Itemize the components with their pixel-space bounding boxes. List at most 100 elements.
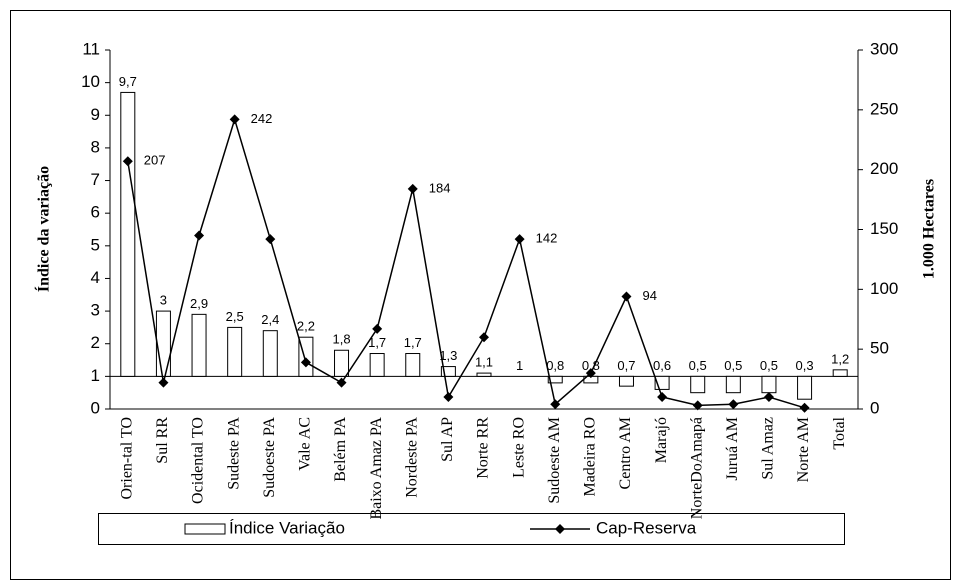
bar <box>227 326 243 377</box>
bar-value-label: 0,7 <box>617 358 635 373</box>
x-tick-label: Vale AC <box>297 417 314 471</box>
bar <box>725 375 741 394</box>
x-tick-label: NorteDoAmapá <box>688 417 705 519</box>
bar-value-label: 1,2 <box>831 351 849 366</box>
x-tick-label: Centro AM <box>617 417 634 489</box>
bar-value-label: 1,7 <box>404 335 422 350</box>
y-tick-label: 1 <box>91 366 100 385</box>
marker <box>194 230 205 241</box>
bar-value-label: 0,8 <box>582 358 600 373</box>
y-tick-label: 8 <box>91 137 100 156</box>
bar-value-label: 1,7 <box>368 335 386 350</box>
marker <box>300 357 311 368</box>
line-value-label: 94 <box>642 288 656 303</box>
bar <box>797 375 813 400</box>
marker <box>265 234 276 245</box>
bar-value-label: 0,8 <box>546 358 564 373</box>
bar <box>405 353 421 377</box>
marker <box>763 392 774 403</box>
y2-axis-title: 1.000 Hectares <box>921 179 938 279</box>
line-value-label: 142 <box>536 231 558 246</box>
x-tick-label: Marajó <box>653 417 670 463</box>
x-tick-label: Nordeste PA <box>403 417 420 498</box>
bar <box>155 310 171 377</box>
x-tick-label: Total <box>831 416 848 449</box>
x-tick-label: Norte AM <box>795 417 812 482</box>
bar <box>690 375 706 394</box>
bar-value-label: 0,3 <box>796 358 814 373</box>
y-tick-label: 5 <box>91 235 100 254</box>
legend-label: Índice Variação <box>229 518 345 537</box>
x-tick-label: Juruá AM <box>724 417 741 481</box>
legend-box <box>98 513 845 545</box>
marker <box>443 392 454 403</box>
bar-value-label: 2,2 <box>297 319 315 334</box>
x-tick-label: Sudoeste AM <box>546 417 563 504</box>
marker <box>229 114 240 125</box>
x-tick-label: Madeira RO <box>582 417 599 497</box>
bar <box>298 336 314 377</box>
y-tick-label: 4 <box>91 268 100 287</box>
marker <box>799 402 810 413</box>
bar-value-label: 1,3 <box>439 348 457 363</box>
legend-label: Cap-Reserva <box>596 518 697 537</box>
y-tick-label: 2 <box>91 333 100 352</box>
marker <box>621 291 632 302</box>
legend-marker <box>555 524 565 534</box>
bar <box>191 313 207 377</box>
bar <box>440 366 456 377</box>
y2-tick-label: 150 <box>870 219 898 238</box>
marker <box>514 234 525 245</box>
bar-value-label: 1,8 <box>332 332 350 347</box>
bar <box>120 91 136 377</box>
bar-value-label: 1,1 <box>475 355 493 370</box>
x-tick-label: Sul AP <box>439 417 456 462</box>
frame <box>10 10 951 580</box>
marker <box>122 156 133 167</box>
y-tick-label: 6 <box>91 203 100 222</box>
bar <box>547 375 563 384</box>
marker <box>479 332 489 343</box>
marker <box>692 400 703 411</box>
x-tick-label: Ocidental TO <box>190 417 207 504</box>
bar-value-label: 9,7 <box>119 74 137 89</box>
x-tick-label: Sudeste PA <box>225 417 242 490</box>
bar-value-label: 3 <box>160 293 167 308</box>
line-value-label: 242 <box>251 111 273 126</box>
y2-tick-label: 0 <box>870 398 879 417</box>
bar-value-label: 0,5 <box>724 358 742 373</box>
marker <box>372 323 383 334</box>
y-tick-label: 9 <box>91 105 100 124</box>
marker <box>728 399 739 410</box>
marker <box>336 377 347 388</box>
y-axis-title: Índice da variação <box>34 166 53 292</box>
bar <box>262 330 278 377</box>
marker <box>585 368 596 379</box>
bar-value-label: 0,5 <box>760 358 778 373</box>
marker <box>657 392 668 403</box>
bar <box>832 369 848 377</box>
y2-tick-label: 50 <box>870 339 889 358</box>
y-tick-label: 3 <box>91 301 100 320</box>
bar <box>761 375 777 394</box>
marker <box>407 183 418 194</box>
marker <box>158 377 169 388</box>
bar-value-label: 0,5 <box>689 358 707 373</box>
bar <box>476 372 492 377</box>
x-tick-label: Belém PA <box>332 417 349 482</box>
x-tick-label: Sul Amaz <box>760 417 777 480</box>
y2-tick-label: 300 <box>870 39 898 58</box>
x-tick-label: Sul RR <box>154 417 171 464</box>
x-tick-label: Baixo Amaz PA <box>368 417 385 520</box>
x-tick-label: Sudoeste PA <box>261 417 278 498</box>
bar-value-label: 2,9 <box>190 296 208 311</box>
line <box>127 116 805 409</box>
bar <box>334 349 350 377</box>
bar <box>369 353 385 377</box>
bar-value-label: 0,6 <box>653 358 671 373</box>
y2-tick-label: 250 <box>870 99 898 118</box>
bar-value-label: 2,5 <box>226 309 244 324</box>
bar-value-label: 2,4 <box>261 312 279 327</box>
y2-tick-label: 200 <box>870 159 898 178</box>
y-tick-label: 11 <box>82 39 100 58</box>
